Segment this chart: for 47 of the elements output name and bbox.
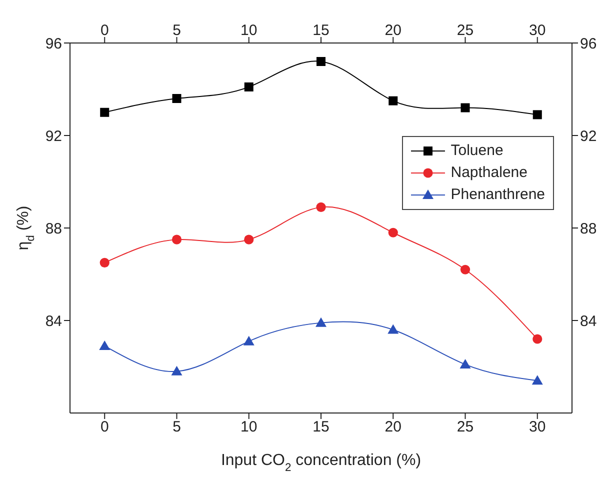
point (243, 336, 254, 346)
x-tick-label: 10 (240, 22, 258, 39)
y2-tick-label: 84 (580, 312, 597, 330)
y2-tick-label: 96 (580, 35, 597, 52)
point (388, 96, 398, 106)
y-tick-label: 92 (45, 128, 62, 145)
x-axis-title: Input CO$_{2}$ concentration (%) (220, 452, 422, 474)
point (460, 264, 470, 274)
y-tick-label: 88 (45, 220, 62, 238)
x2-tick-label: 30 (529, 418, 546, 436)
x-tick-label: 5 (172, 22, 181, 39)
y2-tick-label: 92 (580, 128, 597, 145)
x-tick-label: 15 (312, 22, 330, 39)
point (532, 110, 542, 120)
point (244, 234, 254, 244)
x2-tick-label: 10 (240, 418, 258, 436)
x2-tick-label: 25 (456, 418, 474, 436)
point (100, 108, 110, 117)
point (100, 258, 110, 268)
point (172, 94, 182, 103)
point (316, 202, 326, 212)
point (460, 103, 470, 112)
point (244, 82, 254, 92)
x2-tick-label: 0 (100, 418, 109, 436)
point (99, 340, 110, 350)
x2-tick-label: 20 (384, 418, 402, 436)
y2-tick-label: 88 (580, 220, 597, 238)
point (388, 228, 398, 238)
x-tick-label: 30 (529, 22, 546, 39)
point (532, 375, 543, 385)
point (316, 317, 326, 327)
x2-tick-label: 5 (172, 418, 181, 436)
point (460, 358, 471, 368)
point (532, 334, 542, 344)
point (172, 234, 182, 244)
x2-tick-label: 15 (312, 418, 330, 436)
y-tick-label: 96 (45, 35, 62, 52)
point (171, 366, 182, 376)
x-tick-label: 25 (456, 22, 474, 39)
x-tick-label: 20 (384, 22, 402, 39)
legend-label: Toluene (450, 141, 504, 161)
point (316, 57, 326, 66)
y-tick-label: 84 (45, 312, 62, 330)
x-tick-label: 0 (100, 22, 109, 39)
legend-label: Napthalene (450, 163, 528, 183)
legend-label: Phenanthrene (450, 185, 545, 205)
point (388, 324, 399, 334)
